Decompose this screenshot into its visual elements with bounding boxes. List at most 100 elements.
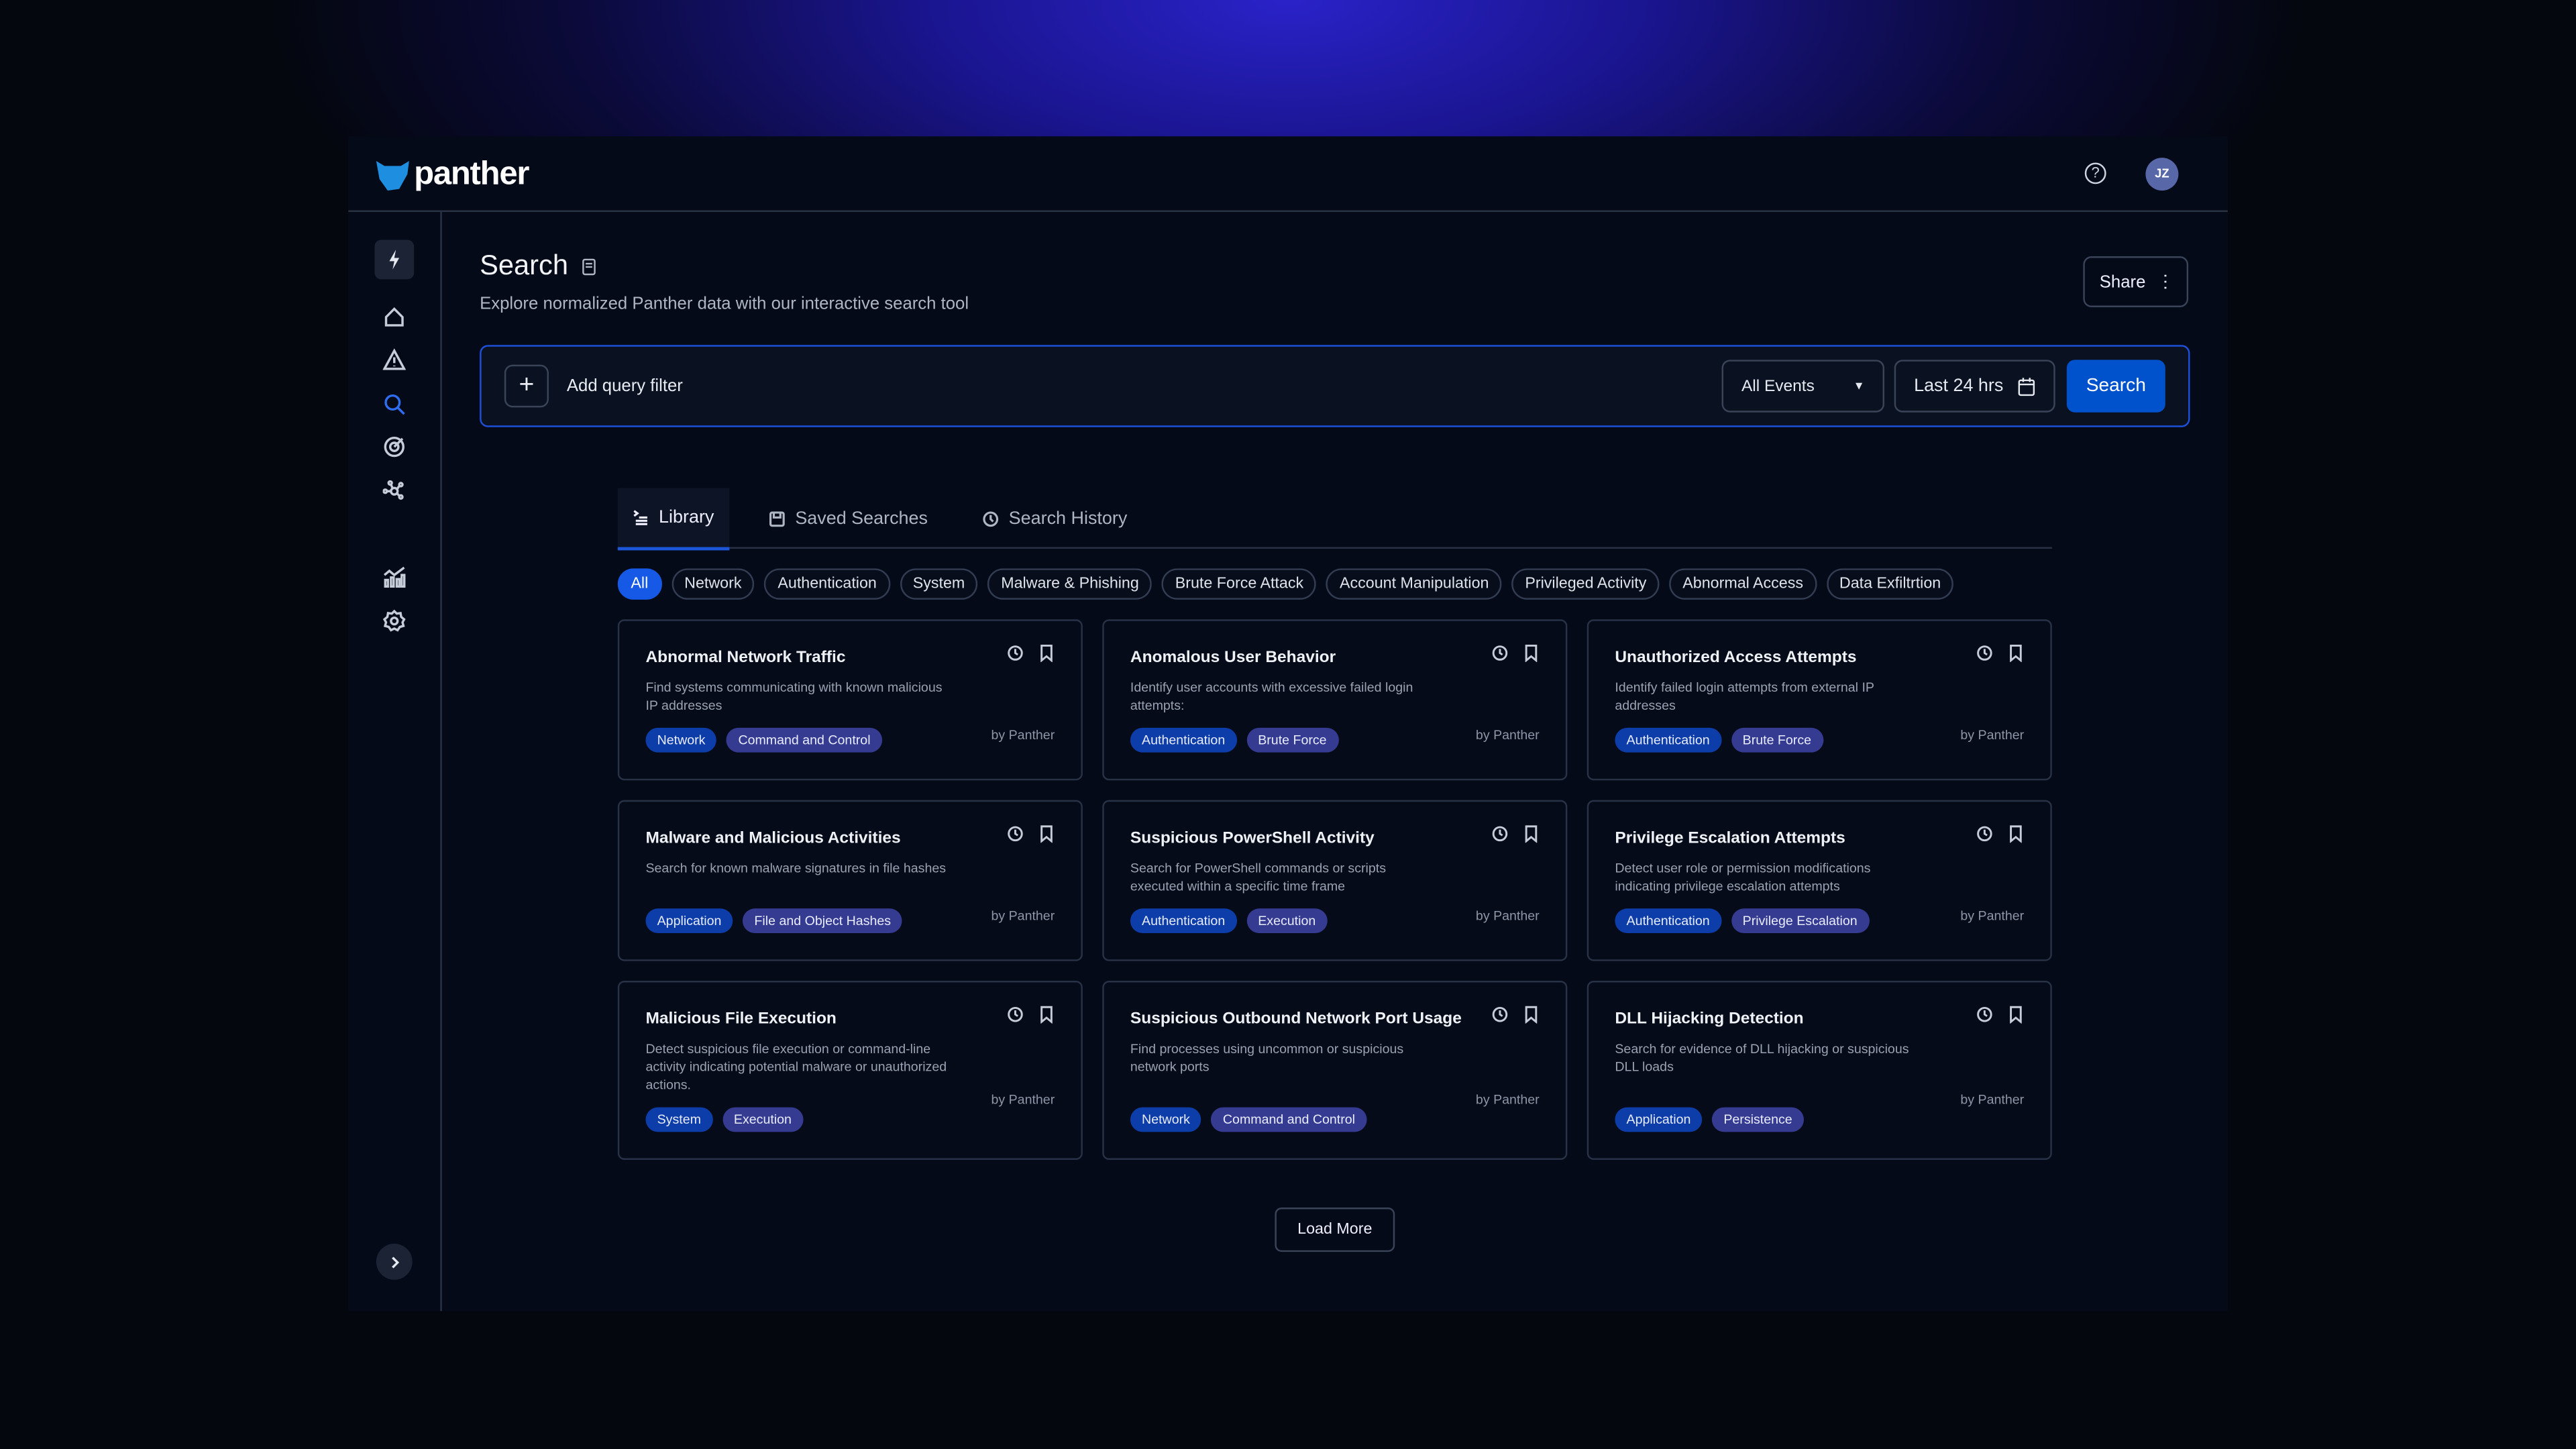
card-title: Abnormal Network Traffic xyxy=(645,649,846,667)
query-card[interactable]: Suspicious PowerShell Activity Search fo… xyxy=(1102,800,1568,961)
history-icon[interactable] xyxy=(1492,824,1508,843)
filter-chip[interactable]: Privileged Activity xyxy=(1511,568,1660,600)
calendar-icon xyxy=(2018,378,2035,396)
bookmark-icon[interactable] xyxy=(1038,644,1055,662)
tab-search-history[interactable]: Search History xyxy=(983,488,1128,549)
history-icon[interactable] xyxy=(1007,1006,1023,1024)
filter-chip[interactable]: Network xyxy=(671,568,755,600)
query-card[interactable]: Unauthorized Access Attempts Identify fa… xyxy=(1587,619,2052,781)
time-range-picker[interactable]: Last 24 hrs xyxy=(1894,360,2055,413)
filter-chip[interactable]: Account Manipulation xyxy=(1326,568,1503,600)
bookmark-icon[interactable] xyxy=(1038,1006,1055,1024)
card-title: Suspicious PowerShell Activity xyxy=(1130,829,1375,848)
filter-chip[interactable]: Brute Force Attack xyxy=(1162,568,1317,600)
add-query-filter-button[interactable]: + xyxy=(504,364,549,408)
card-tags: Authentication Brute Force xyxy=(1615,727,1823,753)
analytics-chart-icon[interactable] xyxy=(374,557,414,596)
expand-sidebar-button[interactable] xyxy=(376,1243,413,1280)
tab-saved-searches[interactable]: Saved Searches xyxy=(769,488,928,549)
tab-label: Search History xyxy=(1008,508,1128,529)
history-icon[interactable] xyxy=(1976,824,1992,843)
card-tags: Network Command and Control xyxy=(1130,1107,1367,1132)
tag-badge[interactable]: Authentication xyxy=(1615,908,1721,934)
tag-badge[interactable]: Authentication xyxy=(1130,908,1237,934)
page-subtitle: Explore normalized Panther data with our… xyxy=(480,294,969,314)
home-icon[interactable] xyxy=(374,297,414,337)
history-icon[interactable] xyxy=(1492,644,1508,662)
tag-badge[interactable]: Application xyxy=(1615,1107,1703,1132)
filter-chip[interactable]: All xyxy=(617,568,661,600)
tag-badge[interactable]: System xyxy=(645,1107,713,1132)
history-icon xyxy=(983,511,999,527)
bookmark-icon[interactable] xyxy=(1523,644,1539,662)
notebook-icon[interactable] xyxy=(582,257,596,275)
logo-text: panther xyxy=(414,156,529,193)
tag-badge[interactable]: Brute Force xyxy=(1246,727,1338,753)
tag-badge[interactable]: Application xyxy=(645,908,733,934)
search-icon[interactable] xyxy=(374,384,414,424)
more-vertical-icon[interactable]: ··· xyxy=(2155,272,2176,291)
tag-badge[interactable]: File and Object Hashes xyxy=(743,908,903,934)
query-card[interactable]: Malicious File Execution Detect suspicio… xyxy=(617,981,1083,1160)
help-circle-icon[interactable]: ? xyxy=(2084,162,2106,184)
query-card[interactable]: Anomalous User Behavior Identify user ac… xyxy=(1102,619,1568,781)
gear-icon[interactable] xyxy=(374,601,414,641)
page-title: Search xyxy=(480,250,596,282)
tag-badge[interactable]: Command and Control xyxy=(727,727,882,753)
filter-chip[interactable]: Authentication xyxy=(764,568,890,600)
bookmark-icon[interactable] xyxy=(2008,824,2024,843)
tag-badge[interactable]: Network xyxy=(1130,1107,1202,1132)
panther-logo[interactable]: panther xyxy=(374,156,529,194)
card-actions xyxy=(1976,644,2024,662)
tag-badge[interactable]: Persistence xyxy=(1712,1107,1804,1132)
card-actions xyxy=(1976,1006,2024,1024)
save-icon xyxy=(769,511,785,527)
event-type-select[interactable]: All Events ▼ xyxy=(1721,360,1885,413)
filter-chip[interactable]: System xyxy=(900,568,978,600)
lightning-icon[interactable] xyxy=(374,239,415,280)
tag-badge[interactable]: Authentication xyxy=(1130,727,1237,753)
history-icon[interactable] xyxy=(1007,824,1023,843)
filter-chip[interactable]: Abnormal Access xyxy=(1669,568,1817,600)
history-icon[interactable] xyxy=(1492,1006,1508,1024)
avatar[interactable]: JZ xyxy=(2145,158,2179,191)
tag-badge[interactable]: Execution xyxy=(1246,908,1328,934)
query-card[interactable]: DLL Hijacking Detection Search for evide… xyxy=(1587,981,2052,1160)
share-button[interactable]: Share ··· xyxy=(2083,256,2189,307)
bookmark-icon[interactable] xyxy=(1523,1006,1539,1024)
card-description: Search for known malware signatures in f… xyxy=(645,861,947,876)
card-tags: System Execution xyxy=(645,1107,804,1132)
network-icon[interactable] xyxy=(374,470,414,509)
add-query-filter-label[interactable]: Add query filter xyxy=(566,376,683,396)
filter-chip[interactable]: Malware & Phishing xyxy=(987,568,1152,600)
chevron-right-icon xyxy=(390,1256,398,1268)
card-tags: Authentication Execution xyxy=(1130,908,1328,934)
search-button[interactable]: Search xyxy=(2066,360,2165,413)
tag-badge[interactable]: Network xyxy=(645,727,717,753)
alert-triangle-icon[interactable] xyxy=(374,340,414,380)
tab-library[interactable]: Library xyxy=(617,488,729,551)
target-icon[interactable] xyxy=(374,427,414,467)
history-icon[interactable] xyxy=(1976,1006,1992,1024)
query-card[interactable]: Privilege Escalation Attempts Detect use… xyxy=(1587,800,2052,961)
filter-chip[interactable]: Data Exfiltrtion xyxy=(1826,568,1954,600)
tag-badge[interactable]: Privilege Escalation xyxy=(1731,908,1869,934)
tag-badge[interactable]: Brute Force xyxy=(1731,727,1823,753)
tag-badge[interactable]: Command and Control xyxy=(1211,1107,1367,1132)
tag-badge[interactable]: Execution xyxy=(722,1107,804,1132)
query-card[interactable]: Suspicious Outbound Network Port Usage F… xyxy=(1102,981,1568,1160)
bookmark-icon[interactable] xyxy=(1523,824,1539,843)
bookmark-icon[interactable] xyxy=(2008,1006,2024,1024)
history-icon[interactable] xyxy=(1007,644,1023,662)
caret-down-icon: ▼ xyxy=(1853,380,1865,392)
bookmark-icon[interactable] xyxy=(2008,644,2024,662)
bookmark-icon[interactable] xyxy=(1038,824,1055,843)
tag-badge[interactable]: Authentication xyxy=(1615,727,1721,753)
card-author: by Panther xyxy=(991,727,1055,743)
card-author: by Panther xyxy=(1475,727,1540,743)
history-icon[interactable] xyxy=(1976,644,1992,662)
query-card[interactable]: Malware and Malicious Activities Search … xyxy=(617,800,1083,961)
query-card[interactable]: Abnormal Network Traffic Find systems co… xyxy=(617,619,1083,781)
load-more-button[interactable]: Load More xyxy=(1275,1208,1395,1252)
